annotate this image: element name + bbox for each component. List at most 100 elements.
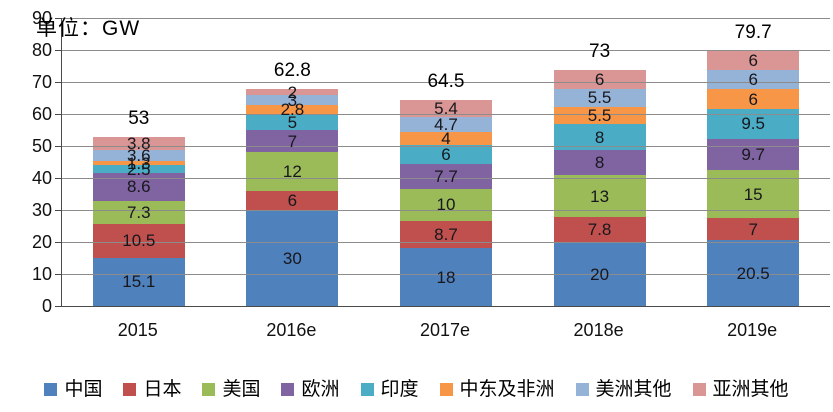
- gridline-40: [62, 178, 830, 180]
- legend-swatch-icon: [202, 382, 216, 396]
- legend: 中国 日本 美国 欧洲 印度 中东及非洲 美洲其他 亚洲其他: [0, 372, 833, 406]
- segment-value-label: 3.6: [126, 145, 151, 165]
- y-tick-50: [55, 146, 61, 147]
- stacked-bar-2017e: 18 8.7 10 7.7 6 4 4.7 5.4: [399, 98, 493, 306]
- segment-value-label: 30: [282, 248, 302, 268]
- segment-亚洲其他-2016e: 2: [246, 84, 339, 101]
- segment-印度-2018e: 8: [553, 124, 646, 150]
- segment-value-label: 20.5: [736, 263, 770, 283]
- segment-日本-2017e: 8.7: [399, 220, 493, 249]
- legend-item-日本: 日本: [123, 380, 181, 399]
- total-label-2017e: 64.5: [427, 70, 465, 92]
- segment-印度-2015: 2.5: [92, 161, 185, 178]
- segment-value-label: 10.5: [122, 231, 156, 251]
- legend-swatch-icon: [692, 382, 706, 396]
- bar-slot-2019e: 79.7 20.5 7 15 9.7 9.5 6 6 6: [676, 18, 830, 306]
- segment-亚洲其他-2015: 3.8: [92, 135, 185, 152]
- y-axis: 0 10 20 30 40 50 60 70 80 90: [0, 9, 52, 315]
- segment-日本-2015: 10.5: [92, 224, 185, 258]
- segment-欧洲-2015: 8.6: [92, 173, 185, 201]
- legend-label: 日本: [143, 378, 182, 400]
- segment-value-label: 4.7: [434, 114, 458, 134]
- gridline-70: [62, 82, 830, 83]
- legend-item-中国: 中国: [44, 380, 102, 399]
- bar-slot-2017e: 64.5 18 8.7 10 7.7 6 4 4.7 5.4: [369, 18, 523, 306]
- x-axis-label-2017e: 2017e: [419, 320, 471, 340]
- segment-美洲其他-2019e: 6: [707, 70, 800, 90]
- y-tick-40: [55, 178, 61, 180]
- segment-美国-2015: 7.3: [92, 200, 185, 225]
- y-tick-0: [55, 306, 61, 307]
- y-axis-label-10: 10: [31, 264, 52, 284]
- segment-value-label: 8.6: [126, 177, 151, 197]
- legend-swatch-icon: [360, 382, 374, 396]
- segment-value-label: 10: [436, 195, 456, 215]
- legend-swatch-icon: [281, 382, 295, 396]
- segment-日本-2018e: 7.8: [553, 217, 646, 242]
- plot-area: 53 15.1 10.5 7.3 8.6 2.5 1.3 3.6 3.8 62.8 30 6 12 7 5 2…: [55, 18, 830, 307]
- bar-slot-2016e: 62.8 30 6 12 7 5 2.8 3 2: [216, 18, 370, 306]
- segment-美洲其他-2018e: 5.5: [553, 88, 646, 108]
- segment-value-label: 5.4: [434, 98, 458, 118]
- legend-item-美洲其他: 美洲其他: [575, 378, 672, 400]
- legend-swatch-icon: [575, 382, 589, 396]
- gridline-20: [62, 242, 830, 244]
- segment-value-label: 8: [594, 153, 605, 173]
- y-axis-label-30: 30: [31, 200, 52, 220]
- bar-slot-2015: 53 15.1 10.5 7.3 8.6 2.5 1.3 3.6 3.8: [62, 18, 216, 306]
- segment-美国-2016e: 12: [246, 152, 339, 191]
- unit-label: 单位：GW: [36, 17, 141, 40]
- bar-slots: 53 15.1 10.5 7.3 8.6 2.5 1.3 3.6 3.8 62.8 30 6 12 7 5 2…: [62, 18, 830, 306]
- y-tick-80: [55, 50, 61, 52]
- segment-美洲其他-2016e: 3: [246, 92, 339, 109]
- total-label-2019e: 79.7: [734, 21, 772, 43]
- segment-亚洲其他-2017e: 5.4: [399, 98, 493, 118]
- segment-中国-2018e: 20: [553, 242, 646, 306]
- segment-value-label: 6: [441, 144, 451, 164]
- x-axis-label-2018e: 2018e: [573, 320, 624, 340]
- segment-欧洲-2016e: 7: [246, 130, 339, 153]
- legend-label: 印度: [380, 378, 419, 400]
- stacked-bar-2016e: 30 6 12 7 5 2.8 3 2: [246, 84, 339, 306]
- segment-value-label: 7: [287, 131, 298, 151]
- segment-value-label: 2.5: [126, 159, 151, 179]
- segment-value-label: 7: [748, 219, 758, 239]
- segment-中国-2016e: 30: [246, 210, 339, 306]
- stacked-bar-2015: 15.1 10.5 7.3 8.6 2.5 1.3 3.6 3.8: [92, 135, 185, 306]
- y-tick-90: [55, 18, 61, 19]
- segment-value-label: 2: [287, 82, 298, 102]
- legend-label: 亚洲其他: [712, 378, 789, 400]
- segment-value-label: 7.3: [126, 202, 151, 222]
- legend-swatch-icon: [439, 382, 453, 396]
- x-axis-label-2016e: 2016e: [266, 320, 317, 340]
- legend-swatch-icon: [123, 382, 137, 396]
- gridline-60: [62, 114, 830, 116]
- segment-欧洲-2019e: 9.7: [707, 138, 800, 171]
- segment-印度-2016e: 5: [246, 114, 339, 131]
- gridline-50: [62, 146, 830, 147]
- segment-value-label: 2.8: [280, 100, 305, 120]
- legend-label: 中国: [64, 378, 103, 400]
- segment-value-label: 6: [748, 51, 758, 71]
- segment-美国-2017e: 10: [399, 188, 493, 221]
- legend-item-欧洲: 欧洲: [281, 380, 340, 399]
- segment-value-label: 5.5: [587, 88, 612, 108]
- segment-中国-2019e: 20.5: [707, 240, 800, 306]
- segment-value-label: 6: [748, 89, 758, 109]
- segment-value-label: 7.7: [434, 166, 458, 186]
- y-tick-10: [55, 274, 61, 276]
- segment-value-label: 4: [441, 128, 451, 148]
- segment-中东及非洲-2017e: 4: [399, 128, 493, 148]
- y-axis-label-0: 0: [41, 296, 52, 316]
- gridline-80: [62, 50, 830, 52]
- segment-中东及非洲-2019e: 6: [707, 89, 800, 109]
- y-axis-label-80: 80: [31, 40, 52, 60]
- legend-label: 中东及非洲: [459, 378, 555, 400]
- segment-中东及非洲-2016e: 2.8: [246, 101, 339, 118]
- x-axis-label-2015: 2015: [117, 320, 158, 340]
- segment-美洲其他-2017e: 4.7: [399, 114, 493, 134]
- bar-slot-2018e: 73 20 7.8 13 8 8 5.5 5.5 6: [523, 18, 677, 306]
- legend-swatch-icon: [44, 382, 58, 396]
- legend-label: 美洲其他: [595, 378, 672, 400]
- segment-亚洲其他-2018e: 6: [553, 69, 646, 90]
